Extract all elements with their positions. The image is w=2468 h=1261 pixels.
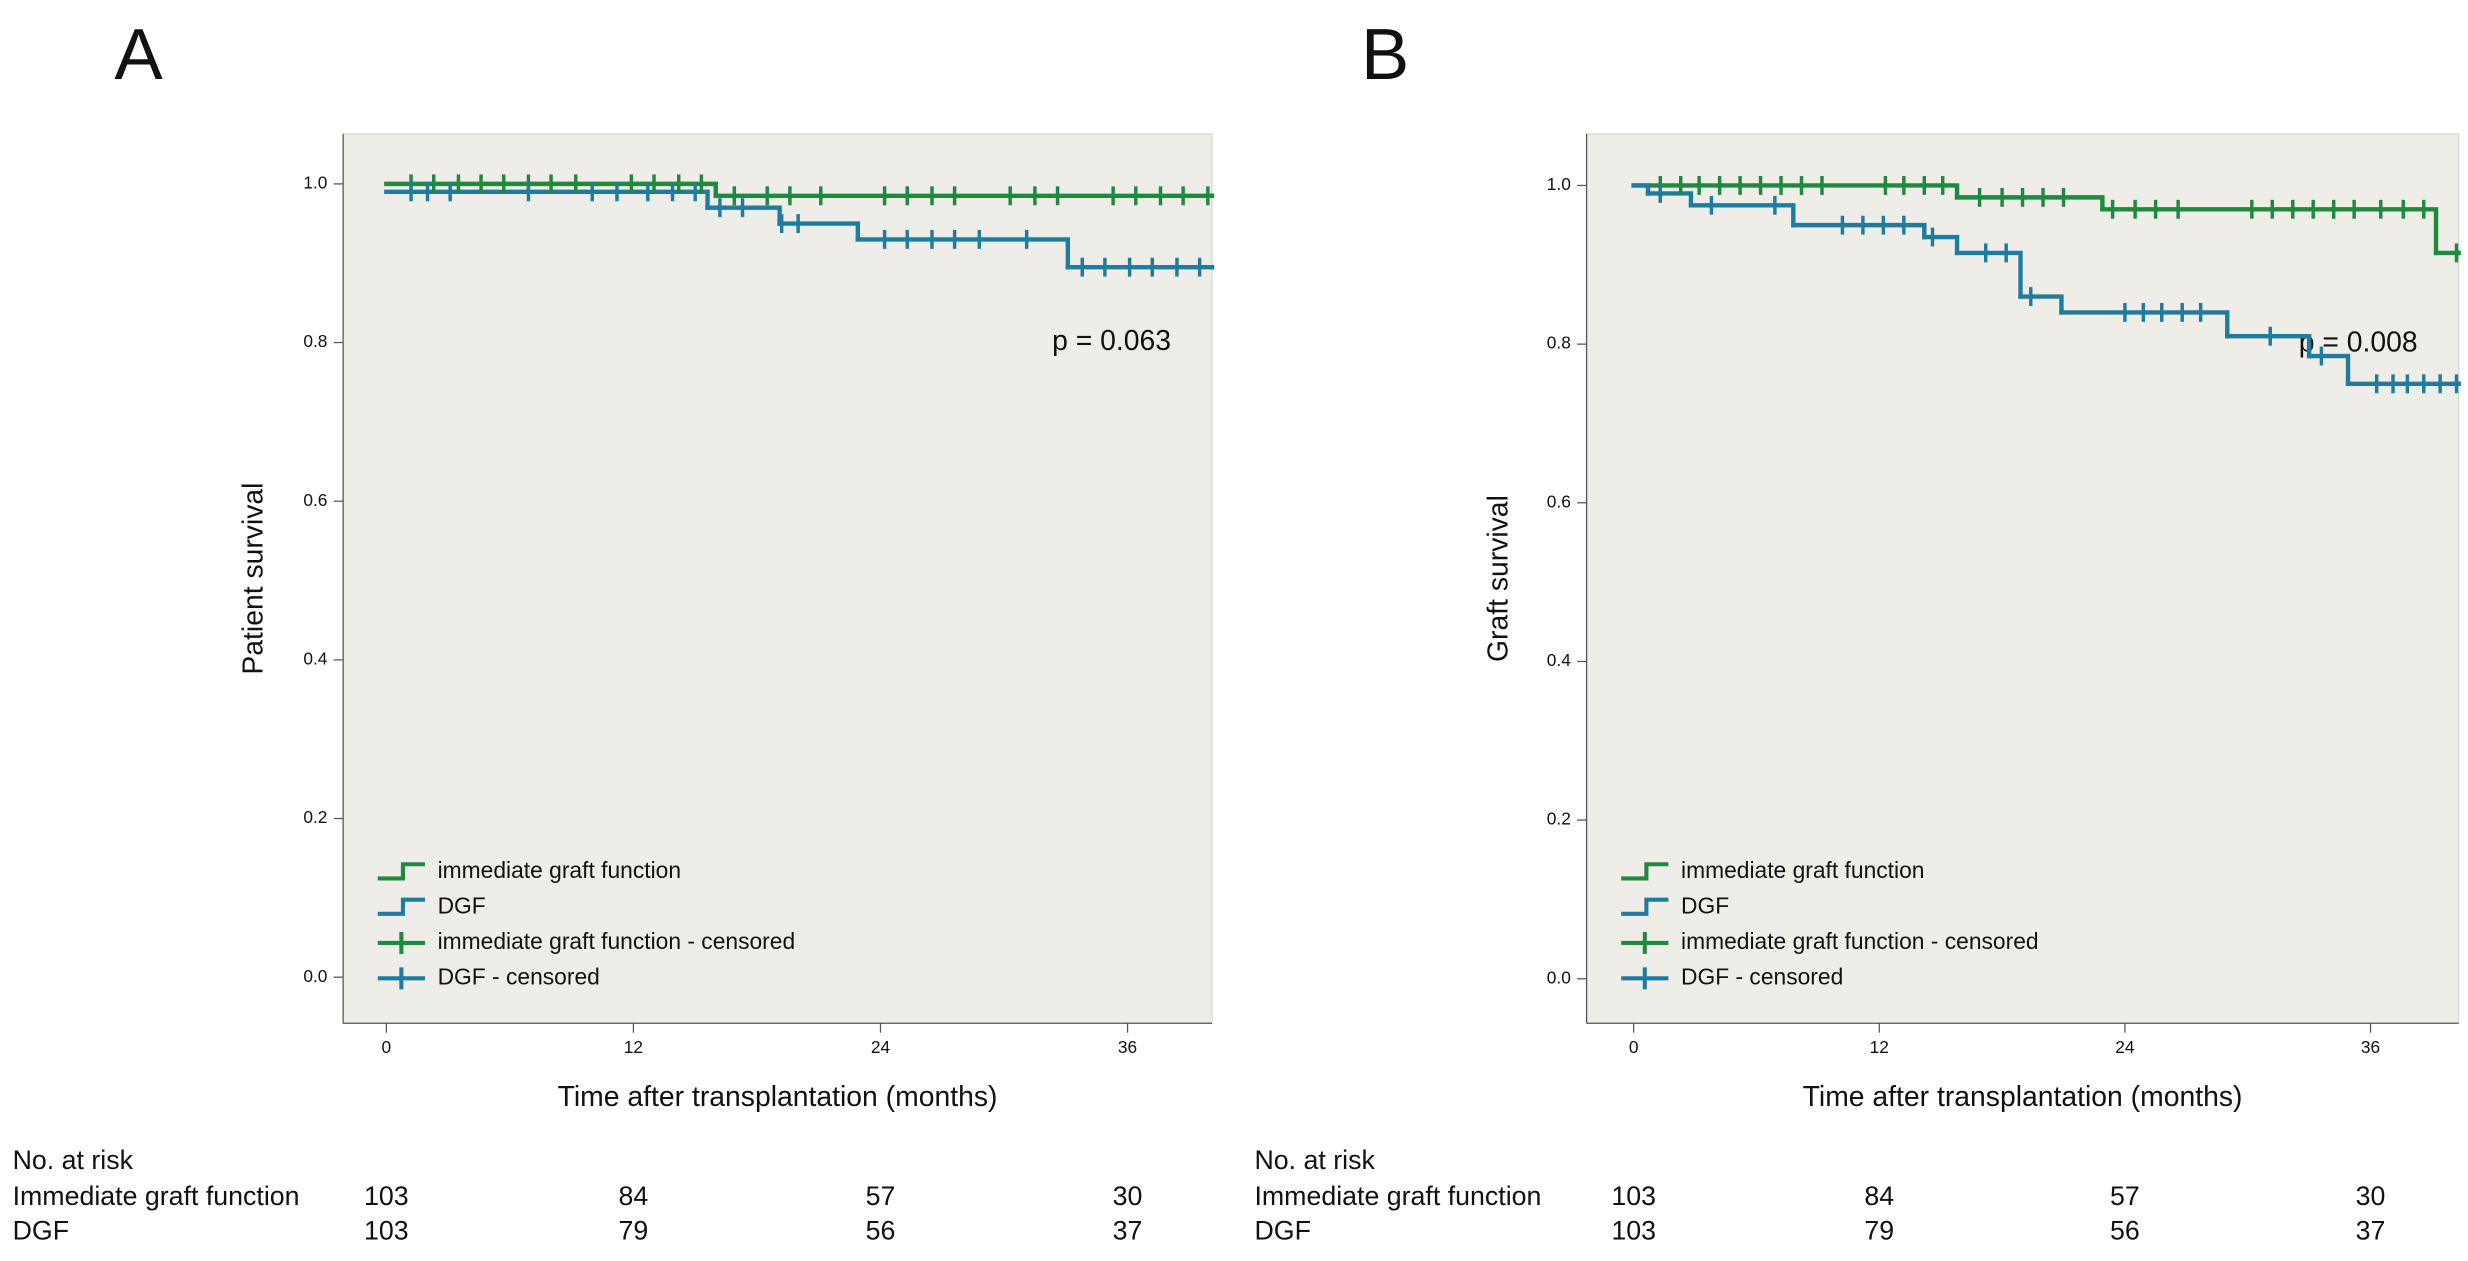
x-tick-label: 24	[871, 1037, 891, 1057]
survival-step	[1954, 250, 2023, 299]
y-axis-label: Patient survival	[237, 483, 269, 675]
risk-count: 37	[2356, 1216, 2386, 1246]
survival-step	[2225, 334, 2312, 359]
risk-table-title: No. at risk	[1254, 1145, 1375, 1175]
legend-label: DGF	[1681, 893, 1729, 919]
risk-count: 103	[1611, 1181, 1656, 1211]
survival-step	[855, 237, 1071, 270]
x-tick-label: 12	[1870, 1037, 1889, 1057]
risk-count: 79	[619, 1216, 649, 1246]
risk-count: 84	[1864, 1181, 1894, 1211]
legend-label: DGF	[438, 893, 486, 919]
legend-label: immediate graft function	[1681, 857, 1924, 883]
legend-label: DGF - censored	[1681, 963, 1843, 989]
survival-step	[1688, 203, 1796, 228]
risk-count: 84	[619, 1181, 649, 1211]
risk-row-label: DGF	[1254, 1216, 1310, 1246]
y-tick-label: 0.0	[1547, 967, 1571, 987]
survival-step	[2100, 207, 2439, 256]
legend-label: immediate graft function - censored	[1681, 928, 2039, 954]
legend-label: immediate graft function - censored	[438, 928, 796, 954]
y-tick-label: 0.0	[303, 966, 327, 986]
y-tick-label: 1.0	[303, 172, 327, 192]
survival-step	[1922, 234, 1960, 256]
y-tick-label: 0.8	[1547, 333, 1571, 353]
y-tick-label: 0.6	[303, 490, 327, 510]
survival-step	[2018, 294, 2064, 315]
survival-step	[777, 221, 861, 242]
panel-label: B	[1361, 14, 1409, 95]
y-tick-label: 0.4	[303, 648, 327, 668]
y-tick-label: 0.2	[303, 807, 327, 827]
legend-icon	[377, 897, 425, 916]
plot-area	[342, 133, 1213, 1024]
legend-label: DGF - censored	[438, 963, 600, 989]
y-tick-label: 0.6	[1547, 491, 1571, 511]
legend-icon	[1621, 897, 1669, 916]
survival-step	[705, 205, 782, 226]
legend-label: immediate graft function	[438, 857, 681, 883]
survival-step	[384, 181, 718, 198]
y-tick-label: 0.4	[1547, 650, 1571, 670]
survival-step	[1645, 191, 1694, 208]
risk-count: 56	[866, 1216, 896, 1246]
risk-count: 103	[364, 1181, 409, 1211]
panel-label: A	[114, 14, 163, 95]
x-tick-label: 0	[1629, 1037, 1639, 1057]
legend-icon	[1621, 862, 1669, 881]
survival-step	[2059, 310, 2230, 339]
p-value: p = 0.063	[1052, 325, 1171, 357]
risk-count: 30	[2356, 1181, 2386, 1211]
legend-icon	[377, 862, 425, 881]
risk-count: 30	[1113, 1181, 1143, 1211]
risk-count: 37	[1113, 1216, 1143, 1246]
x-tick-label: 12	[624, 1037, 643, 1057]
risk-row-label: Immediate graft function	[13, 1181, 300, 1211]
risk-row-label: Immediate graft function	[1254, 1181, 1541, 1211]
risk-row-label: DGF	[13, 1216, 69, 1246]
p-value: p = 0.008	[2299, 327, 2418, 359]
risk-count: 56	[2110, 1216, 2140, 1246]
risk-count: 57	[2110, 1181, 2140, 1211]
risk-table-title: No. at risk	[13, 1145, 134, 1175]
y-tick-label: 0.2	[1547, 809, 1571, 829]
y-tick-label: 1.0	[1547, 174, 1571, 194]
survival-step	[384, 189, 710, 210]
y-axis-label: Graft survival	[1482, 495, 1514, 662]
risk-count: 57	[866, 1181, 896, 1211]
risk-count: 79	[1864, 1216, 1894, 1246]
survival-step	[1631, 183, 1651, 196]
x-tick-label: 0	[382, 1037, 392, 1057]
x-axis-label: Time after transplantation (months)	[558, 1081, 998, 1113]
x-tick-label: 36	[1118, 1037, 1137, 1057]
survival-step	[1954, 195, 2105, 212]
survival-step	[1791, 222, 1927, 240]
x-axis-label: Time after transplantation (months)	[1803, 1081, 2243, 1113]
y-tick-label: 0.8	[303, 331, 327, 351]
risk-count: 103	[364, 1216, 409, 1246]
risk-count: 103	[1611, 1216, 1656, 1246]
chart-panel: B 0.0 0.2 0.4 0.6 0.8 1.0 0 12 24 36 Time after tra…	[1254, 14, 2461, 1246]
x-tick-label: 36	[2361, 1037, 2380, 1057]
chart-panel: A 0.0 0.2 0.4 0.6 0.8 1.0 0 12 24 36 Time after tra…	[13, 14, 1215, 1246]
x-tick-label: 24	[2115, 1037, 2135, 1057]
